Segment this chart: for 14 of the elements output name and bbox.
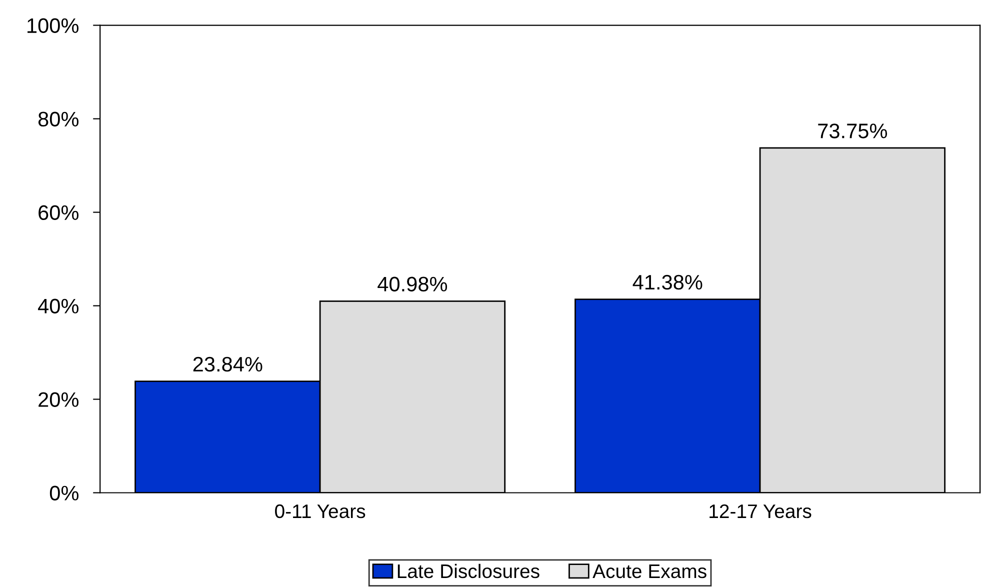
legend-label: Late Disclosures bbox=[398, 564, 540, 578]
data-label: 73.75% bbox=[818, 124, 888, 138]
legend-label: Acute Exams bbox=[592, 564, 706, 578]
x-tick-label: 0-11 Years bbox=[275, 504, 366, 518]
y-tick-label: 40% bbox=[38, 298, 78, 314]
y-tick-label: 80% bbox=[38, 112, 78, 127]
data-label: 23.84% bbox=[193, 356, 262, 372]
y-tick-label: 20% bbox=[38, 392, 78, 408]
data-label: 41.38% bbox=[632, 274, 702, 290]
y-tick-label: 60% bbox=[38, 205, 78, 220]
x-tick-label: 12-17 Years bbox=[710, 504, 812, 518]
y-tick-label: 0% bbox=[50, 486, 78, 500]
data-label: 40.98% bbox=[378, 276, 448, 292]
y-tick-label: 100% bbox=[28, 18, 78, 34]
